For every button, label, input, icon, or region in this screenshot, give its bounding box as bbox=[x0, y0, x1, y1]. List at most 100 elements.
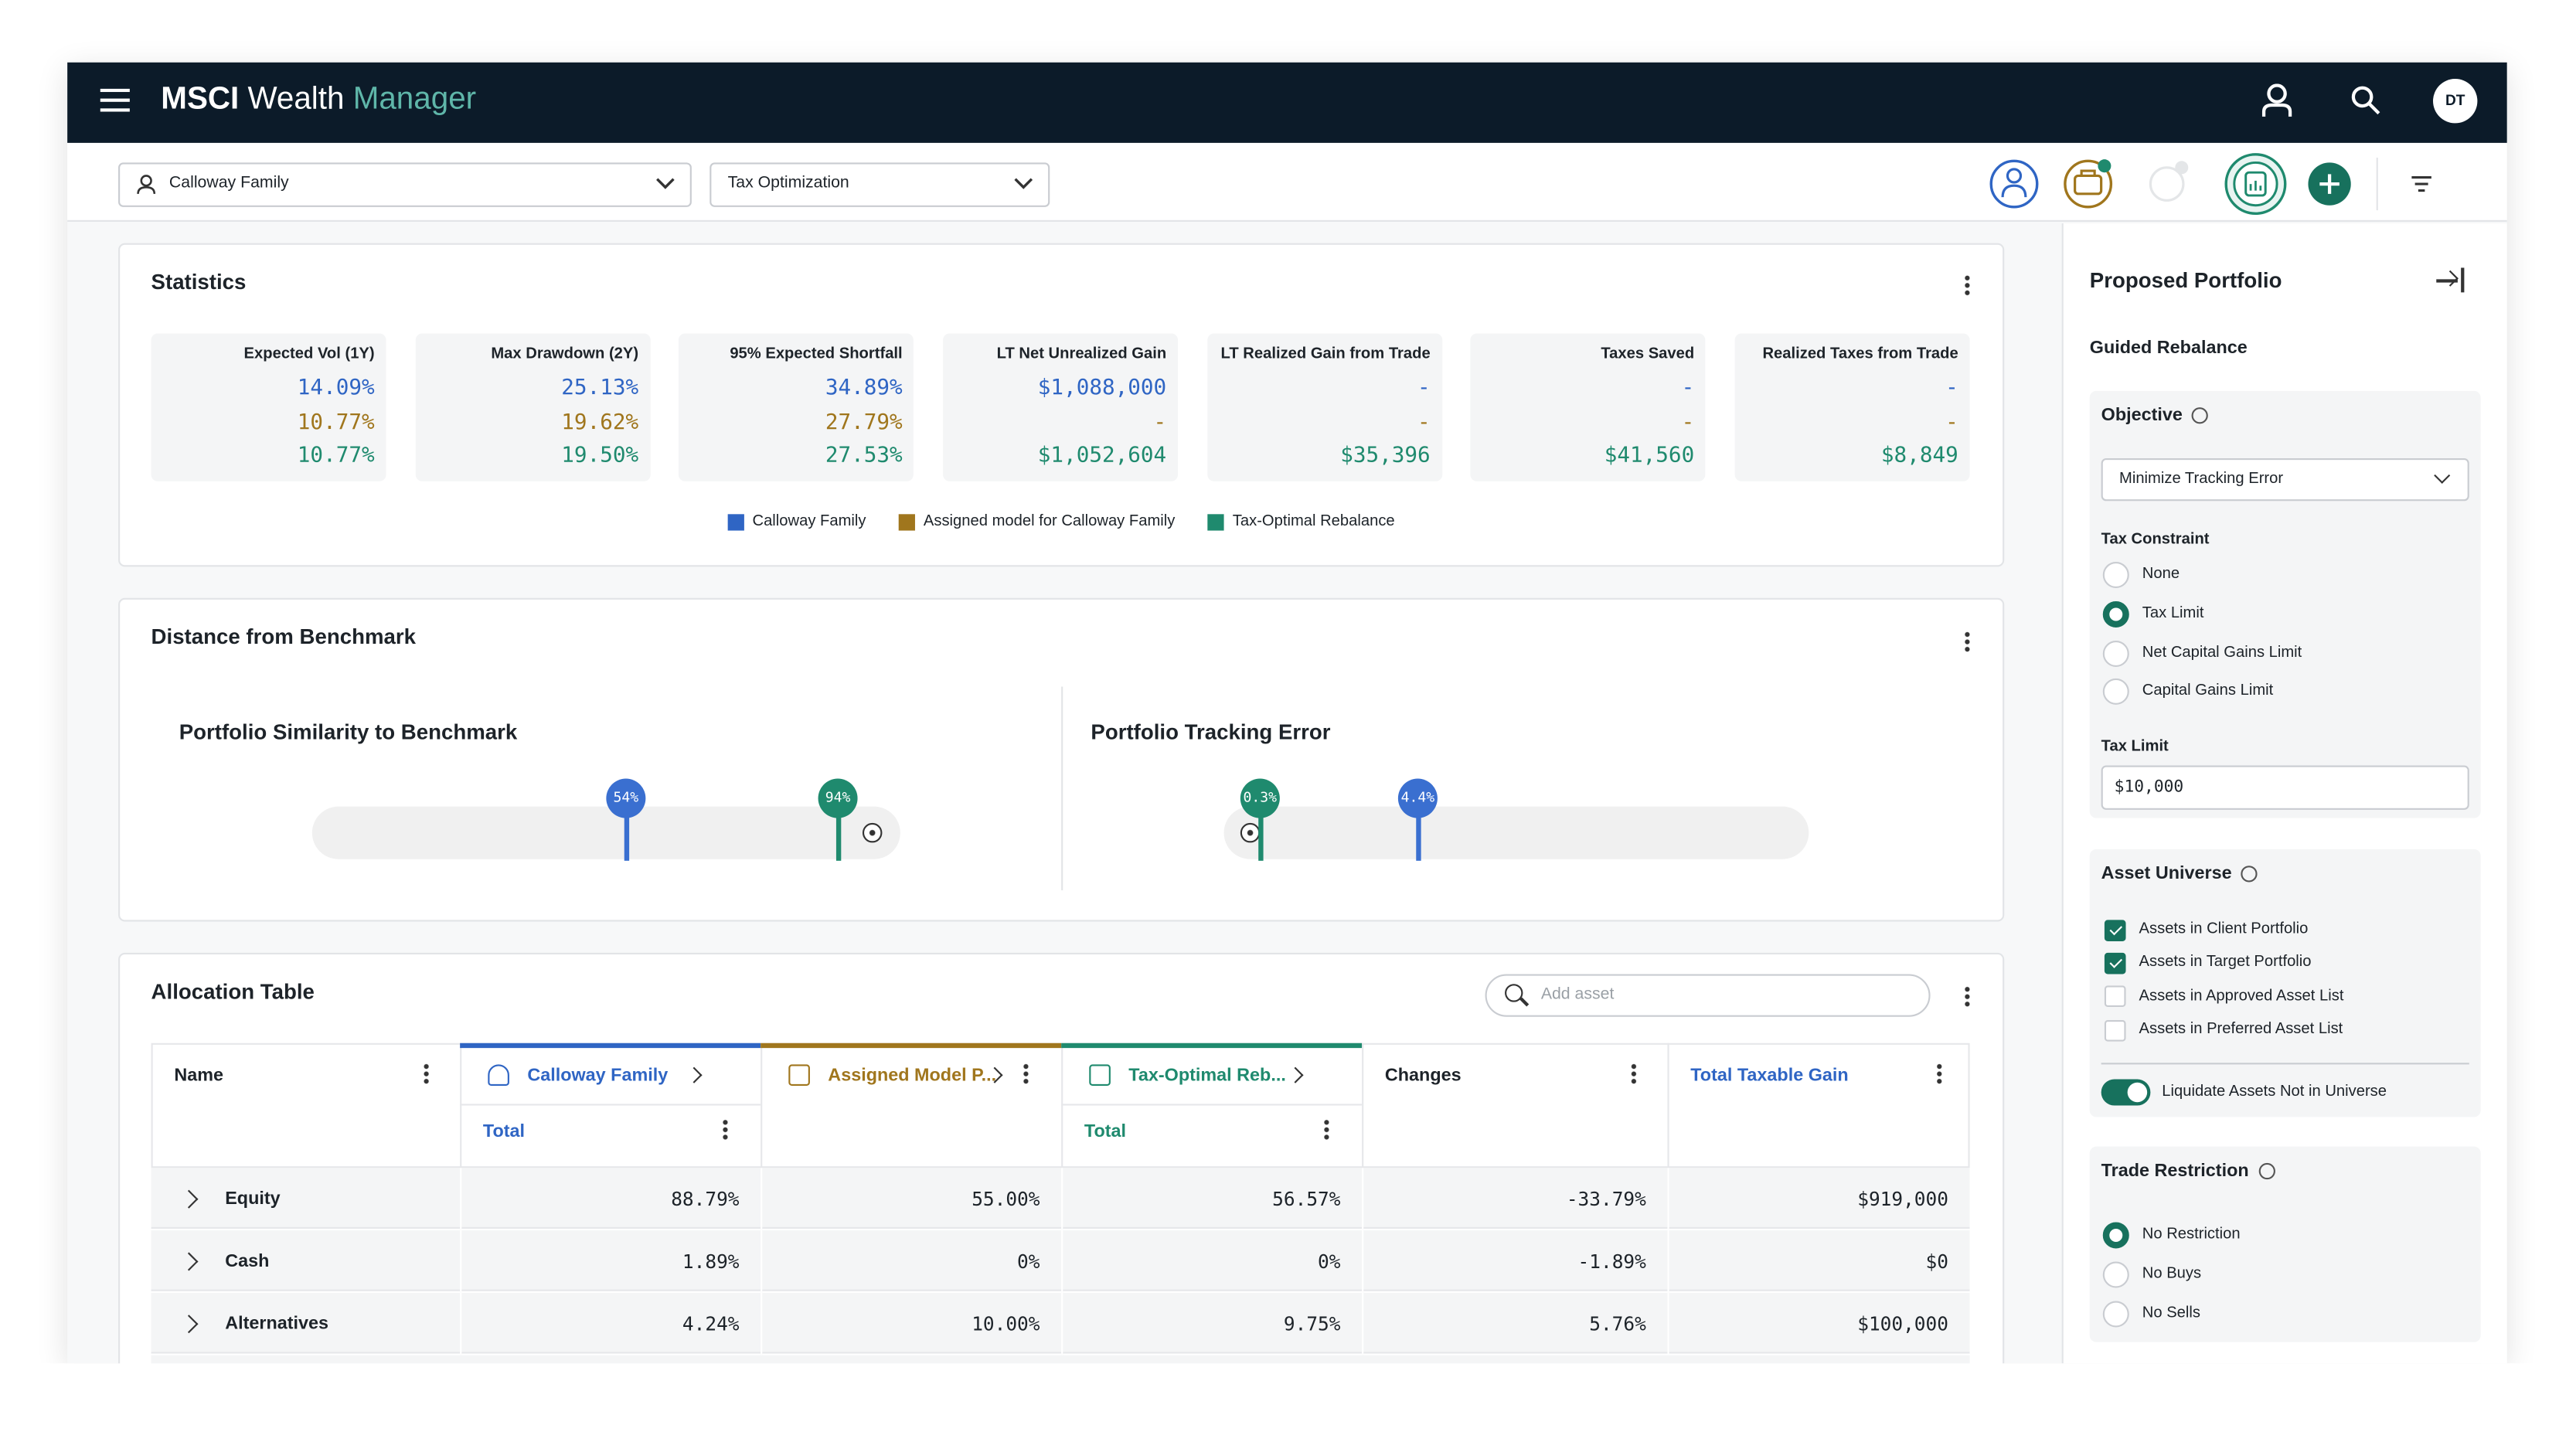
help-icon[interactable] bbox=[2258, 1162, 2275, 1180]
stat-value: $1,052,604 bbox=[1037, 443, 1167, 468]
panel-title: Proposed Portfolio bbox=[2089, 267, 2282, 293]
column-accent bbox=[1061, 1043, 1363, 1049]
more-menu[interactable] bbox=[1964, 274, 1969, 296]
user-icon[interactable] bbox=[2261, 83, 2294, 118]
gauge-stem bbox=[1415, 815, 1421, 861]
cell-value: 4.24% bbox=[682, 1312, 740, 1336]
column-divider bbox=[1667, 1168, 1669, 1364]
objective-select[interactable] bbox=[2101, 458, 2469, 502]
more-menu[interactable] bbox=[1964, 985, 1969, 1007]
search-box[interactable] bbox=[1485, 974, 1931, 1017]
legend-label: Calloway Family bbox=[752, 512, 866, 531]
radio-label: No Buys bbox=[2142, 1264, 2202, 1284]
objective-value: Minimize Tracking Error bbox=[2119, 469, 2284, 488]
stat-label: 95% Expected Shortfall bbox=[730, 345, 903, 363]
mode-select[interactable] bbox=[710, 162, 1050, 207]
checkbox[interactable] bbox=[2104, 1019, 2126, 1041]
legend-swatch bbox=[1207, 514, 1225, 531]
cell-value: 9.75% bbox=[1283, 1312, 1341, 1336]
help-icon[interactable] bbox=[2241, 866, 2258, 883]
toggle-knob bbox=[2127, 1082, 2148, 1103]
client-select[interactable] bbox=[118, 162, 692, 207]
more-menu[interactable] bbox=[1964, 631, 1969, 652]
cell-value: 56.57% bbox=[1272, 1187, 1341, 1211]
row-name: Cash bbox=[225, 1251, 270, 1272]
client-select-value: Calloway Family bbox=[168, 174, 289, 192]
model-button[interactable] bbox=[2064, 159, 2113, 209]
legend-swatch bbox=[727, 514, 744, 531]
stat-value: 27.53% bbox=[825, 443, 903, 468]
column-icon bbox=[788, 1064, 810, 1087]
panel-subtitle: Guided Rebalance bbox=[2089, 338, 2248, 359]
legend-item: Tax-Optimal Rebalance bbox=[1207, 509, 1395, 536]
gauge-title: Portfolio Tracking Error bbox=[1091, 719, 1331, 744]
section-label: Trade Restriction bbox=[2101, 1161, 2249, 1182]
stat-box bbox=[1471, 333, 1707, 481]
stat-value: - bbox=[1681, 410, 1695, 435]
radio-label: Capital Gains Limit bbox=[2142, 682, 2274, 701]
more-menu[interactable] bbox=[1023, 1063, 1028, 1084]
stat-box bbox=[151, 333, 386, 481]
more-menu[interactable] bbox=[722, 1118, 727, 1141]
column-header: Total Taxable Gain bbox=[1690, 1066, 1849, 1087]
radio[interactable] bbox=[2102, 1301, 2129, 1328]
stat-value: - bbox=[1153, 410, 1167, 435]
radio[interactable] bbox=[2102, 1261, 2129, 1288]
chevron-down bbox=[1014, 178, 1033, 189]
target-icon bbox=[862, 822, 883, 843]
radio[interactable] bbox=[2102, 561, 2129, 588]
stat-box bbox=[415, 333, 651, 481]
collapse-arrow[interactable] bbox=[2436, 279, 2458, 282]
mode-select-value: Tax Optimization bbox=[727, 174, 849, 192]
stat-value: 19.62% bbox=[561, 410, 639, 435]
toolbar-icons bbox=[1989, 153, 2431, 216]
menu-icon[interactable] bbox=[100, 88, 130, 112]
add-button[interactable] bbox=[2308, 162, 2351, 206]
stat-box bbox=[1734, 333, 1970, 481]
more-menu[interactable] bbox=[1630, 1063, 1636, 1084]
search-icon bbox=[1505, 984, 1523, 1002]
column-divider bbox=[1969, 1168, 1972, 1364]
avatar[interactable]: DT bbox=[2433, 79, 2478, 124]
column-divider bbox=[1061, 1168, 1063, 1364]
radio[interactable] bbox=[2102, 1222, 2129, 1249]
cell-value: $0 bbox=[1925, 1250, 1948, 1274]
client-button[interactable] bbox=[1989, 159, 2039, 209]
stat-value: $41,560 bbox=[1604, 443, 1695, 468]
subheader-divider bbox=[1061, 1104, 1363, 1106]
cell-value: 1.89% bbox=[682, 1250, 740, 1274]
stat-value: 25.13% bbox=[561, 376, 639, 401]
column-icon bbox=[1089, 1064, 1111, 1087]
tax-limit-input[interactable] bbox=[2101, 765, 2469, 810]
more-menu[interactable] bbox=[1936, 1063, 1941, 1084]
checkbox[interactable] bbox=[2104, 919, 2126, 940]
stat-value: - bbox=[1417, 410, 1431, 435]
cell-value: $919,000 bbox=[1857, 1187, 1948, 1211]
cell-value: 88.79% bbox=[671, 1187, 740, 1211]
panel-section bbox=[2089, 849, 2481, 1117]
more-menu[interactable] bbox=[423, 1063, 428, 1084]
stat-value: - bbox=[1681, 376, 1695, 401]
radio[interactable] bbox=[2102, 640, 2129, 667]
subheader-divider bbox=[460, 1104, 761, 1106]
help-icon[interactable] bbox=[2191, 407, 2208, 424]
legend-swatch bbox=[899, 514, 916, 531]
cell-value: $100,000 bbox=[1857, 1312, 1948, 1336]
filter-button[interactable] bbox=[2411, 175, 2431, 192]
radio[interactable] bbox=[2102, 679, 2129, 706]
stat-value: 10.77% bbox=[297, 410, 375, 435]
radio[interactable] bbox=[2102, 600, 2129, 628]
stat-box bbox=[943, 333, 1179, 481]
checkbox-label: Assets in Client Portfolio bbox=[2139, 920, 2309, 938]
checkbox[interactable] bbox=[2104, 985, 2126, 1008]
more-menu[interactable] bbox=[1323, 1118, 1329, 1141]
legend-label: Assigned model for Calloway Family bbox=[923, 512, 1176, 531]
row-name: Equity bbox=[225, 1189, 281, 1209]
legend-item: Assigned model for Calloway Family bbox=[899, 509, 1175, 536]
column-subheader: Total bbox=[1084, 1121, 1127, 1142]
rebalance-button[interactable] bbox=[2224, 153, 2287, 216]
cell-value: 55.00% bbox=[972, 1187, 1040, 1211]
search-icon[interactable] bbox=[2351, 86, 2380, 115]
checkbox[interactable] bbox=[2104, 952, 2126, 975]
